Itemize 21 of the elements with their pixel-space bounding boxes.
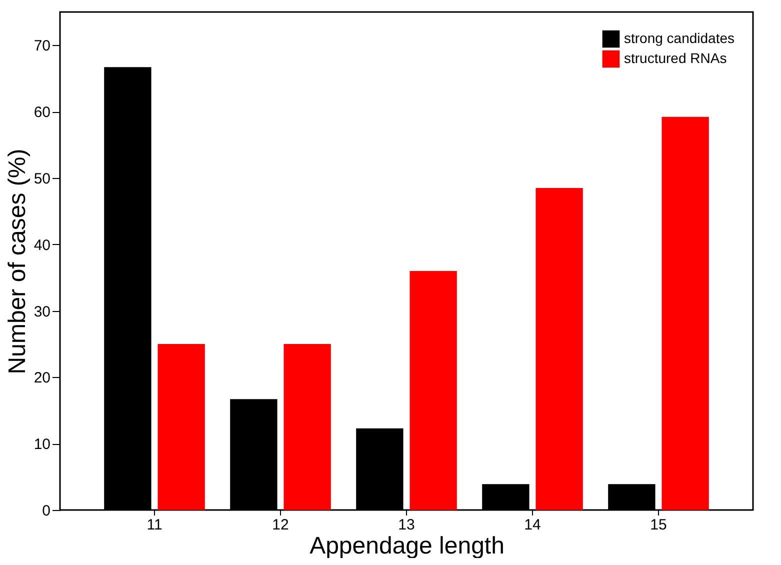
bar — [662, 116, 709, 510]
x-tick-label: 11 — [146, 516, 162, 534]
x-tick-label: 13 — [398, 516, 415, 534]
bar — [158, 344, 205, 510]
legend-label: strong candidates — [624, 30, 735, 46]
y-tick-label: 40 — [34, 236, 50, 254]
y-tick-label: 70 — [34, 38, 50, 55]
y-tick-label: 0 — [42, 502, 50, 520]
y-tick-label: 60 — [34, 104, 50, 122]
bar — [410, 270, 457, 510]
y-axis-title: Number of cases (%) — [4, 148, 31, 374]
y-tick-label: 50 — [34, 170, 50, 188]
x-tick-label: 12 — [272, 516, 289, 534]
x-tick-label: 14 — [524, 516, 541, 534]
bar — [536, 188, 583, 510]
x-tick-label: 15 — [650, 516, 667, 534]
y-tick-label: 30 — [34, 303, 50, 320]
y-tick-label: 10 — [34, 436, 50, 454]
y-tick-label: 20 — [34, 370, 50, 387]
legend-label: structured RNAs — [624, 50, 727, 66]
bar — [284, 344, 331, 510]
